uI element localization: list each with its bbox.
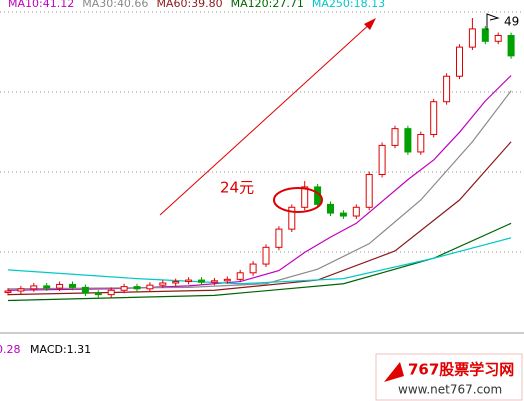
watermark-url: www.net767.com	[398, 383, 502, 397]
candle-body	[223, 278, 231, 282]
candle-body	[172, 281, 180, 284]
watermark-title: 767股票学习网	[408, 361, 514, 379]
candle-body	[301, 186, 309, 208]
candle-body	[210, 280, 218, 283]
candle-body	[456, 46, 463, 77]
candle-body	[249, 263, 257, 274]
macd-label: 0.28	[0, 343, 21, 356]
candle-body	[159, 282, 167, 286]
watermark: 767股票学习网 www.net767.com	[375, 353, 523, 401]
legend-entry: MA30:40.66	[82, 0, 148, 10]
arrow-head	[364, 18, 376, 30]
candle-body	[262, 246, 270, 265]
candle-body	[378, 144, 386, 176]
candle-body	[30, 285, 38, 290]
peak-flag	[486, 13, 500, 30]
candle-body	[69, 283, 76, 288]
candle-body	[468, 28, 476, 48]
ma-line	[7, 90, 512, 290]
candle-body	[133, 286, 141, 290]
macd-label: MACD:1.31	[30, 343, 91, 356]
candle-body	[198, 279, 205, 283]
watermark-logo	[384, 362, 404, 382]
candle-body	[81, 286, 89, 294]
candle-body	[107, 289, 115, 296]
trend-arrow	[159, 21, 373, 216]
candle-body	[365, 174, 373, 208]
ma-line	[7, 141, 512, 296]
candle-body	[507, 34, 515, 57]
candle-body	[327, 203, 334, 214]
candle-body	[56, 283, 64, 289]
candle-body	[443, 75, 451, 103]
candle-body	[146, 284, 154, 290]
legend-entry: MA60:39.80	[156, 0, 222, 10]
candle-body	[339, 212, 347, 217]
ma-line	[7, 222, 512, 302]
candle-body	[430, 101, 438, 135]
candle-body	[94, 292, 102, 296]
candle-body	[43, 285, 51, 289]
candle-body	[391, 128, 399, 146]
candle-body	[120, 286, 128, 291]
legend-entry: MA120:27.71	[231, 0, 304, 10]
ma-line	[7, 75, 512, 291]
candle-body	[352, 206, 360, 217]
annotation-circle	[273, 187, 323, 213]
legend-entry: MA250:18.13	[312, 0, 385, 10]
annotation: 49	[504, 15, 519, 29]
candle-body	[185, 279, 193, 283]
candle-body	[17, 288, 25, 292]
candle-body	[417, 133, 425, 153]
annotation: 24元	[220, 179, 254, 197]
candle-body	[288, 206, 296, 230]
candle-body	[275, 228, 283, 248]
candle-body	[481, 28, 489, 42]
candle-body	[494, 34, 502, 42]
ma-line	[7, 237, 512, 285]
candle-body	[4, 290, 12, 293]
candle-body	[236, 272, 244, 280]
legend-entry: MA10:41.12	[8, 0, 74, 10]
candle-body	[404, 128, 412, 153]
